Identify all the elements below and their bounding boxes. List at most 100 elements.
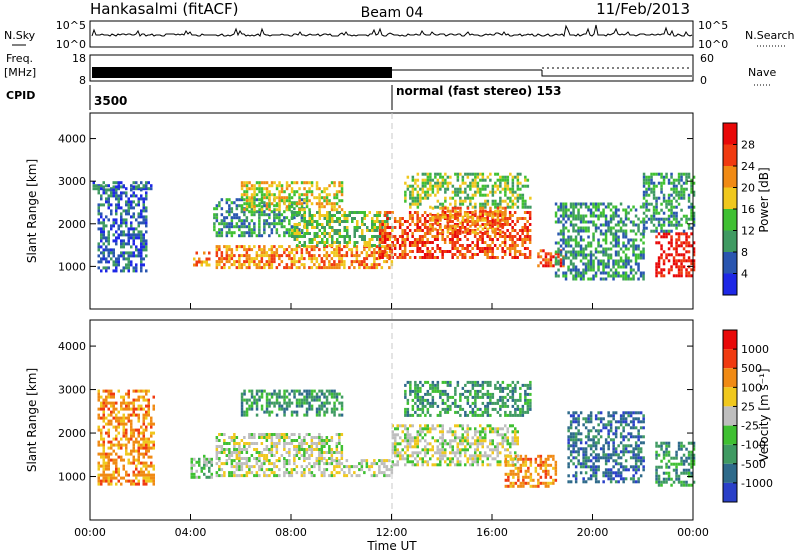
data-region bbox=[215, 433, 344, 460]
data-region bbox=[291, 211, 394, 247]
colorbar-swatch bbox=[723, 349, 737, 369]
freq-tick-bottom: 8 bbox=[79, 74, 86, 87]
y-tick-label: 1000 bbox=[58, 471, 86, 484]
data-region bbox=[97, 185, 148, 273]
colorbar-tick-label: 12 bbox=[741, 225, 755, 238]
colorbar-swatch bbox=[723, 166, 737, 188]
data-region bbox=[215, 245, 394, 270]
x-tick-label: 16:00 bbox=[476, 526, 508, 539]
colorbar-swatch bbox=[723, 144, 737, 166]
colorbar-swatch bbox=[723, 273, 737, 295]
x-tick-label: 00:00 bbox=[74, 526, 106, 539]
data-region bbox=[655, 441, 696, 487]
nave-trace bbox=[541, 70, 692, 77]
colorbar-swatch bbox=[723, 406, 737, 426]
x-tick-label: 12:00 bbox=[376, 526, 408, 539]
power-data-layer bbox=[92, 172, 696, 281]
colorbar-swatch bbox=[723, 387, 737, 407]
nsky-strip bbox=[89, 20, 694, 48]
data-region bbox=[504, 454, 558, 488]
data-region bbox=[404, 380, 532, 417]
data-region bbox=[642, 172, 696, 233]
colorbar-swatch bbox=[723, 252, 737, 274]
colorbar-swatch bbox=[723, 187, 737, 209]
data-region bbox=[554, 202, 645, 281]
nsky-tick-bottom: 10^0 bbox=[56, 38, 86, 51]
data-region bbox=[240, 389, 344, 417]
cpid-label: CPID bbox=[6, 89, 35, 102]
colorbar-tick-label: 25 bbox=[741, 400, 755, 413]
colorbar-tick-label: 500 bbox=[741, 362, 762, 375]
freq-strip bbox=[89, 54, 694, 82]
colorbar-tick-label: 20 bbox=[741, 182, 755, 195]
colorbar-swatch bbox=[723, 425, 737, 445]
colorbar-tick-label: 8 bbox=[741, 246, 748, 259]
data-region bbox=[215, 459, 394, 478]
nsky-trace bbox=[91, 24, 693, 38]
nave-tick-top: 60 bbox=[700, 52, 714, 65]
colorbar-tick-label: 4 bbox=[741, 268, 748, 281]
colorbar-frame bbox=[722, 329, 738, 503]
colorbar-tick-label: -1000 bbox=[741, 477, 773, 490]
power-panel: 1000 2000 3000 4000 Slant Range [km] bbox=[25, 112, 696, 310]
colorbar-tick-label: 100 bbox=[741, 381, 762, 394]
cpid-segment-1: 3500 bbox=[94, 94, 127, 108]
colorbar-swatch bbox=[723, 123, 737, 145]
velocity-data-layer bbox=[97, 380, 696, 488]
velocity-colorbar: 1000 500 100 25 -25 -100 -500 -1000 bbox=[722, 329, 773, 503]
data-region bbox=[193, 251, 211, 267]
beam-title: Beam 04 bbox=[361, 5, 424, 21]
nsky-label: N.Sky bbox=[4, 29, 36, 42]
x-tick-label: 08:00 bbox=[275, 526, 307, 539]
colorbar-swatch bbox=[723, 368, 737, 388]
y-tick-label: 4000 bbox=[58, 340, 86, 353]
freq-label-line1: Freq. bbox=[6, 52, 33, 65]
colorbar-tick-label: 24 bbox=[741, 160, 755, 173]
data-region bbox=[429, 206, 507, 234]
power-colorbar-label: Power [dB] bbox=[757, 167, 771, 232]
date-title: 11/Feb/2013 bbox=[596, 0, 690, 18]
freq-label-line2: [MHz] bbox=[4, 66, 36, 79]
colorbar-tick-label: -500 bbox=[741, 458, 766, 471]
nave-label: Nave bbox=[748, 66, 776, 79]
velocity-ylabel: Slant Range [km] bbox=[25, 368, 39, 472]
colorbar-tick-label: 1000 bbox=[741, 343, 769, 356]
velocity-colorbar-label: Velocity [m s⁻¹] bbox=[757, 368, 771, 461]
colorbar-swatch bbox=[723, 482, 737, 502]
time-x-axis: 00:00 04:00 08:00 12:00 16:00 20:00 00:00 bbox=[74, 303, 709, 539]
x-axis-label: Time UT bbox=[366, 539, 417, 553]
data-region bbox=[655, 232, 696, 278]
colorbar-swatch bbox=[723, 330, 737, 350]
nsearch-tick-bottom: 10^0 bbox=[698, 38, 728, 51]
velocity-panel: 1000 2000 3000 4000 Slant Range [km] bbox=[25, 319, 696, 521]
freq-fill-block bbox=[92, 67, 392, 78]
y-tick-label: 2000 bbox=[58, 218, 86, 231]
x-tick-label: 04:00 bbox=[175, 526, 207, 539]
y-tick-label: 2000 bbox=[58, 427, 86, 440]
data-region bbox=[391, 424, 519, 467]
station-title: Hankasalmi (fitACF) bbox=[90, 0, 238, 18]
colorbar-swatch bbox=[723, 444, 737, 464]
colorbar-tick-label: -25 bbox=[741, 420, 759, 433]
power-y-axis: 1000 2000 3000 4000 bbox=[58, 133, 693, 273]
data-region bbox=[240, 181, 344, 212]
y-tick-label: 1000 bbox=[58, 260, 86, 273]
power-colorbar: 4 8 12 16 20 24 28 bbox=[722, 122, 755, 296]
velocity-y-axis: 1000 2000 3000 4000 bbox=[58, 340, 693, 484]
power-ylabel: Slant Range [km] bbox=[25, 159, 39, 263]
nave-tick-bottom: 0 bbox=[700, 74, 707, 87]
y-tick-label: 4000 bbox=[58, 133, 86, 146]
data-region bbox=[97, 389, 155, 486]
nsky-tick-top: 10^5 bbox=[56, 19, 86, 32]
y-tick-label: 3000 bbox=[58, 384, 86, 397]
colorbar-tick-label: -100 bbox=[741, 439, 766, 452]
data-region bbox=[404, 172, 532, 209]
colorbar-swatch bbox=[723, 230, 737, 252]
colorbar-tick-label: 28 bbox=[741, 139, 755, 152]
nsky-line bbox=[91, 24, 693, 38]
colorbar-tick-label: 16 bbox=[741, 203, 755, 216]
y-tick-label: 3000 bbox=[58, 175, 86, 188]
x-tick-label: 20:00 bbox=[577, 526, 609, 539]
data-region bbox=[190, 454, 213, 479]
